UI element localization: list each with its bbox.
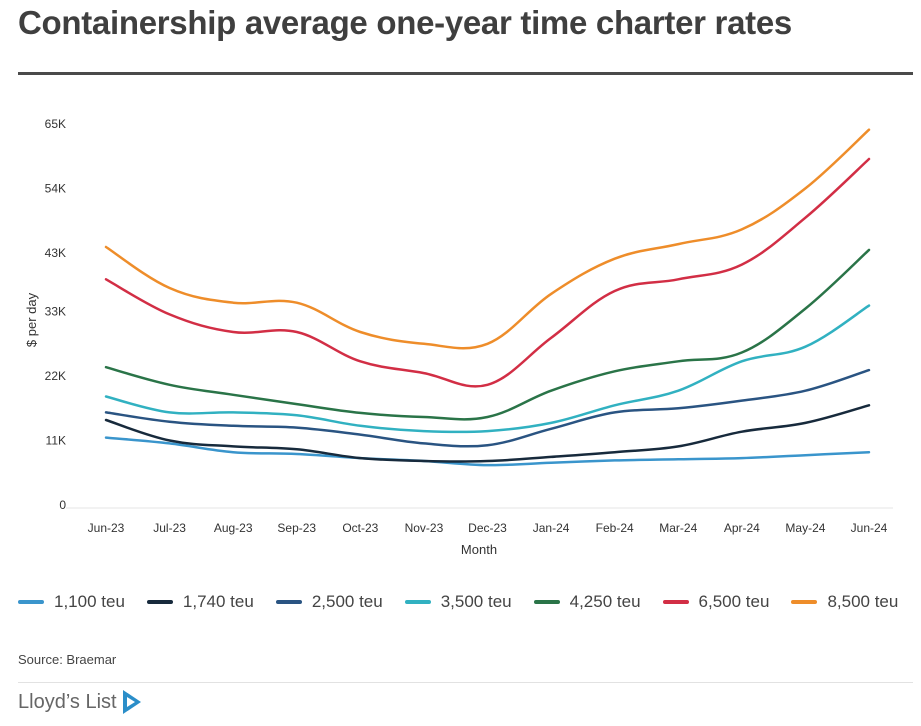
x-tick-label: Mar-24 xyxy=(659,521,697,535)
legend-swatch xyxy=(662,600,689,604)
y-axis-label: $ per day xyxy=(24,292,39,347)
legend-swatch xyxy=(533,600,560,604)
series-lines xyxy=(104,128,871,467)
legend-item[interactable]: 2,500 teu xyxy=(275,592,383,612)
y-tick-label: 33K xyxy=(45,305,66,319)
legend-item[interactable]: 3,500 teu xyxy=(404,592,512,612)
x-tick-label: Dec-23 xyxy=(468,521,507,535)
series-line-1-100-teu xyxy=(104,436,871,467)
x-tick-label: Jun-23 xyxy=(88,521,125,535)
y-tick-label: 22K xyxy=(45,369,66,383)
brand-logo[interactable]: Lloyd’s List xyxy=(18,688,143,716)
x-tick-label: Apr-24 xyxy=(724,521,760,535)
legend-swatch xyxy=(18,600,44,604)
chart-legend: 1,100 teu 1,740 teu 2,500 teu 3,500 teu 4,25… xyxy=(18,592,913,612)
chart-title: Containership average one-year time char… xyxy=(18,4,792,41)
x-tick-label: Feb-24 xyxy=(596,521,634,535)
y-tick-label: 43K xyxy=(45,246,66,260)
y-axis-ticks: 0 11K 22K 33K 43K 54K 65K xyxy=(45,117,67,512)
title-divider xyxy=(18,72,913,75)
legend-item[interactable]: 8,500 teu xyxy=(791,592,898,612)
series-line-8-500-teu xyxy=(104,128,871,350)
footer-divider xyxy=(18,682,913,683)
y-tick-label: 11K xyxy=(46,434,66,448)
legend-item[interactable]: 1,100 teu xyxy=(18,592,125,612)
legend-swatch xyxy=(146,600,173,604)
legend-item[interactable]: 4,250 teu xyxy=(533,592,641,612)
brand-name: Lloyd’s List xyxy=(18,690,117,713)
x-tick-label: Jan-24 xyxy=(533,521,570,535)
x-tick-label: Oct-23 xyxy=(342,521,378,535)
legend-item[interactable]: 6,500 teu xyxy=(662,592,770,612)
series-line-6-500-teu xyxy=(104,157,871,388)
legend-item[interactable]: 1,740 teu xyxy=(146,592,254,612)
legend-label: 4,250 teu xyxy=(569,592,641,611)
x-tick-label: Jul-23 xyxy=(153,521,186,535)
series-line-3-500-teu xyxy=(104,304,871,434)
series-line-4-250-teu xyxy=(104,248,871,421)
legend-label: 1,740 teu xyxy=(182,592,254,611)
legend-label: 8,500 teu xyxy=(827,592,899,611)
legend-label: 2,500 teu xyxy=(311,592,383,611)
line-chart: 0 11K 22K 33K 43K 54K 65K Jun-23 Jul-23 Aug-23 Se… xyxy=(24,117,893,557)
legend-swatch xyxy=(275,600,302,604)
y-tick-label: 0 xyxy=(59,498,66,512)
source-note: Source: Braemar xyxy=(18,652,117,667)
y-tick-label: 54K xyxy=(45,181,66,195)
legend-label: 6,500 teu xyxy=(698,592,770,611)
x-axis-ticks: Jun-23 Jul-23 Aug-23 Sep-23 Oct-23 Nov-23 Dec-… xyxy=(88,521,888,535)
play-triangle-icon xyxy=(122,690,141,714)
y-tick-label: 65K xyxy=(45,117,66,131)
legend-swatch xyxy=(791,600,818,604)
series-line-2-500-teu xyxy=(104,368,871,448)
series-line-1-740-teu xyxy=(104,404,871,463)
legend-label: 3,500 teu xyxy=(440,592,512,611)
x-tick-label: Jun-24 xyxy=(851,521,888,535)
x-tick-label: May-24 xyxy=(785,521,825,535)
legend-label: 1,100 teu xyxy=(54,592,125,611)
x-tick-label: Sep-23 xyxy=(277,521,316,535)
legend-swatch xyxy=(404,600,431,604)
x-axis-label: Month xyxy=(461,542,497,557)
x-tick-label: Nov-23 xyxy=(405,521,444,535)
x-tick-label: Aug-23 xyxy=(214,521,253,535)
